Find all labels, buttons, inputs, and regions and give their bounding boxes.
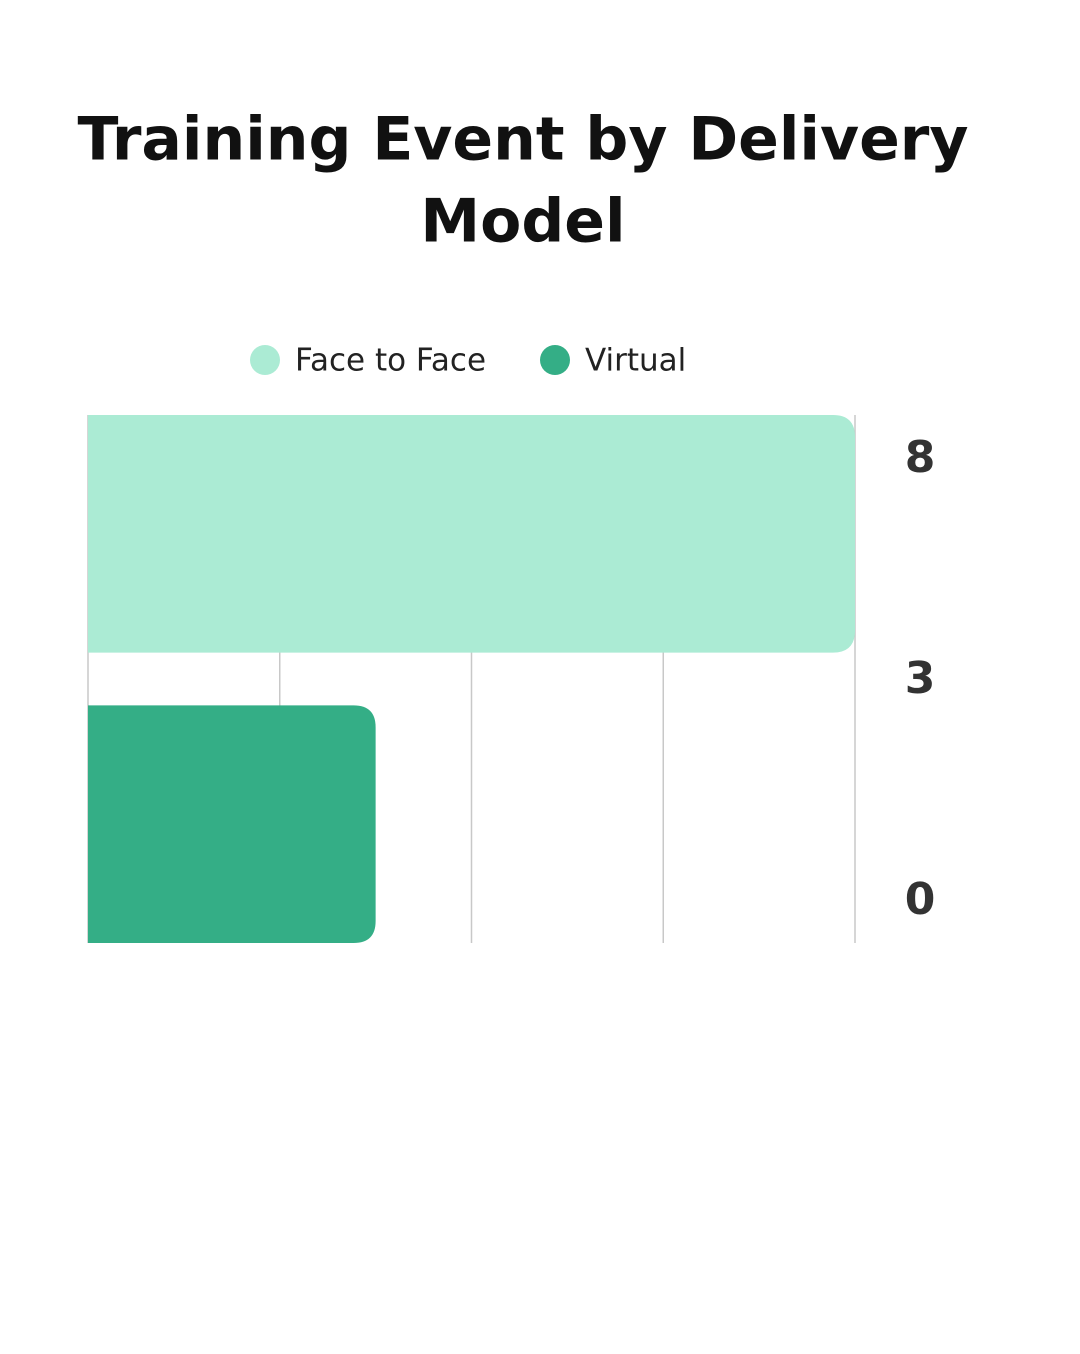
chart-title: Model bbox=[420, 187, 625, 257]
bar bbox=[88, 705, 376, 943]
legend-swatch bbox=[540, 345, 570, 375]
legend-swatch bbox=[250, 345, 280, 375]
right-label: 0 bbox=[905, 874, 936, 925]
bar bbox=[88, 415, 855, 653]
legend-label: Face to Face bbox=[295, 343, 486, 379]
right-label: 8 bbox=[905, 432, 936, 483]
right-label: 3 bbox=[905, 653, 936, 704]
legend-label: Virtual bbox=[585, 343, 686, 379]
chart-title: Training Event by Delivery bbox=[78, 105, 969, 175]
